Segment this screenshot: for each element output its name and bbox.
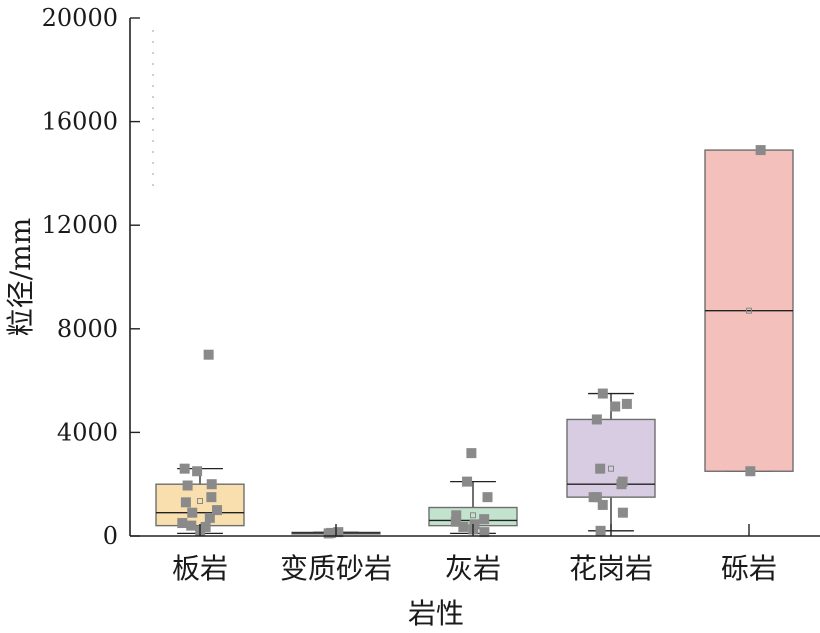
data-point — [204, 512, 215, 523]
mean-marker — [608, 465, 614, 472]
data-point — [206, 492, 217, 503]
y-tick-label: 0 — [103, 522, 118, 550]
x-category-label: 灰岩 — [445, 552, 501, 585]
data-point — [610, 401, 621, 412]
data-point — [595, 525, 606, 536]
y-tick-label: 20000 — [42, 4, 118, 32]
mean-marker — [197, 498, 203, 505]
data-point — [212, 505, 223, 516]
data-point — [333, 527, 344, 538]
mean-marker — [746, 307, 752, 314]
data-point — [591, 492, 602, 503]
x-axis-title: 岩性 — [408, 597, 464, 630]
x-ticks: 板岩 变质砂岩 灰岩 花岗岩 砾岩 — [172, 524, 777, 585]
x-category-label: 砾岩 — [721, 552, 777, 585]
data-point — [179, 463, 190, 474]
data-point — [186, 520, 197, 531]
points-layer — [177, 145, 766, 539]
data-point — [451, 510, 462, 521]
data-point — [617, 507, 628, 518]
axes-layer — [129, 18, 820, 537]
data-point — [177, 518, 188, 529]
box-砾岩 — [704, 149, 794, 472]
data-point — [466, 448, 477, 459]
data-point — [745, 466, 756, 477]
data-point — [597, 499, 608, 510]
iqr-box — [566, 418, 656, 498]
y-tick-label: 12000 — [42, 211, 118, 239]
data-point — [182, 480, 193, 491]
data-point — [180, 497, 191, 508]
data-point — [621, 398, 632, 409]
boxes-layer — [155, 149, 794, 536]
x-category-label: 变质砂岩 — [280, 552, 392, 585]
data-point — [192, 466, 203, 477]
data-point — [458, 521, 469, 532]
data-point — [469, 519, 480, 530]
data-point — [616, 479, 627, 490]
data-point — [187, 507, 198, 518]
y-ticks: 0 4000 8000 12000 16000 20000 — [42, 4, 140, 550]
data-point — [206, 479, 217, 490]
data-point — [755, 145, 766, 156]
mean-marker — [470, 512, 476, 519]
iqr-box — [155, 483, 245, 527]
data-point — [200, 521, 211, 532]
data-point — [203, 349, 214, 360]
x-category-label: 板岩 — [172, 552, 228, 585]
data-point — [595, 463, 606, 474]
box-花岗岩 — [566, 392, 656, 532]
y-axis-title: 粒径/mm — [4, 218, 37, 337]
data-point — [597, 388, 608, 399]
data-point — [462, 476, 473, 487]
y-tick-label: 8000 — [57, 315, 118, 343]
data-point — [482, 492, 493, 503]
x-category-label: 花岗岩 — [569, 552, 653, 585]
data-point — [479, 514, 490, 525]
box-板岩 — [155, 468, 245, 535]
data-point — [591, 414, 602, 425]
y-tick-label: 4000 — [57, 418, 118, 446]
data-point — [479, 527, 490, 538]
y-tick-label: 16000 — [42, 108, 118, 136]
data-point — [450, 516, 461, 527]
data-point — [323, 528, 334, 539]
